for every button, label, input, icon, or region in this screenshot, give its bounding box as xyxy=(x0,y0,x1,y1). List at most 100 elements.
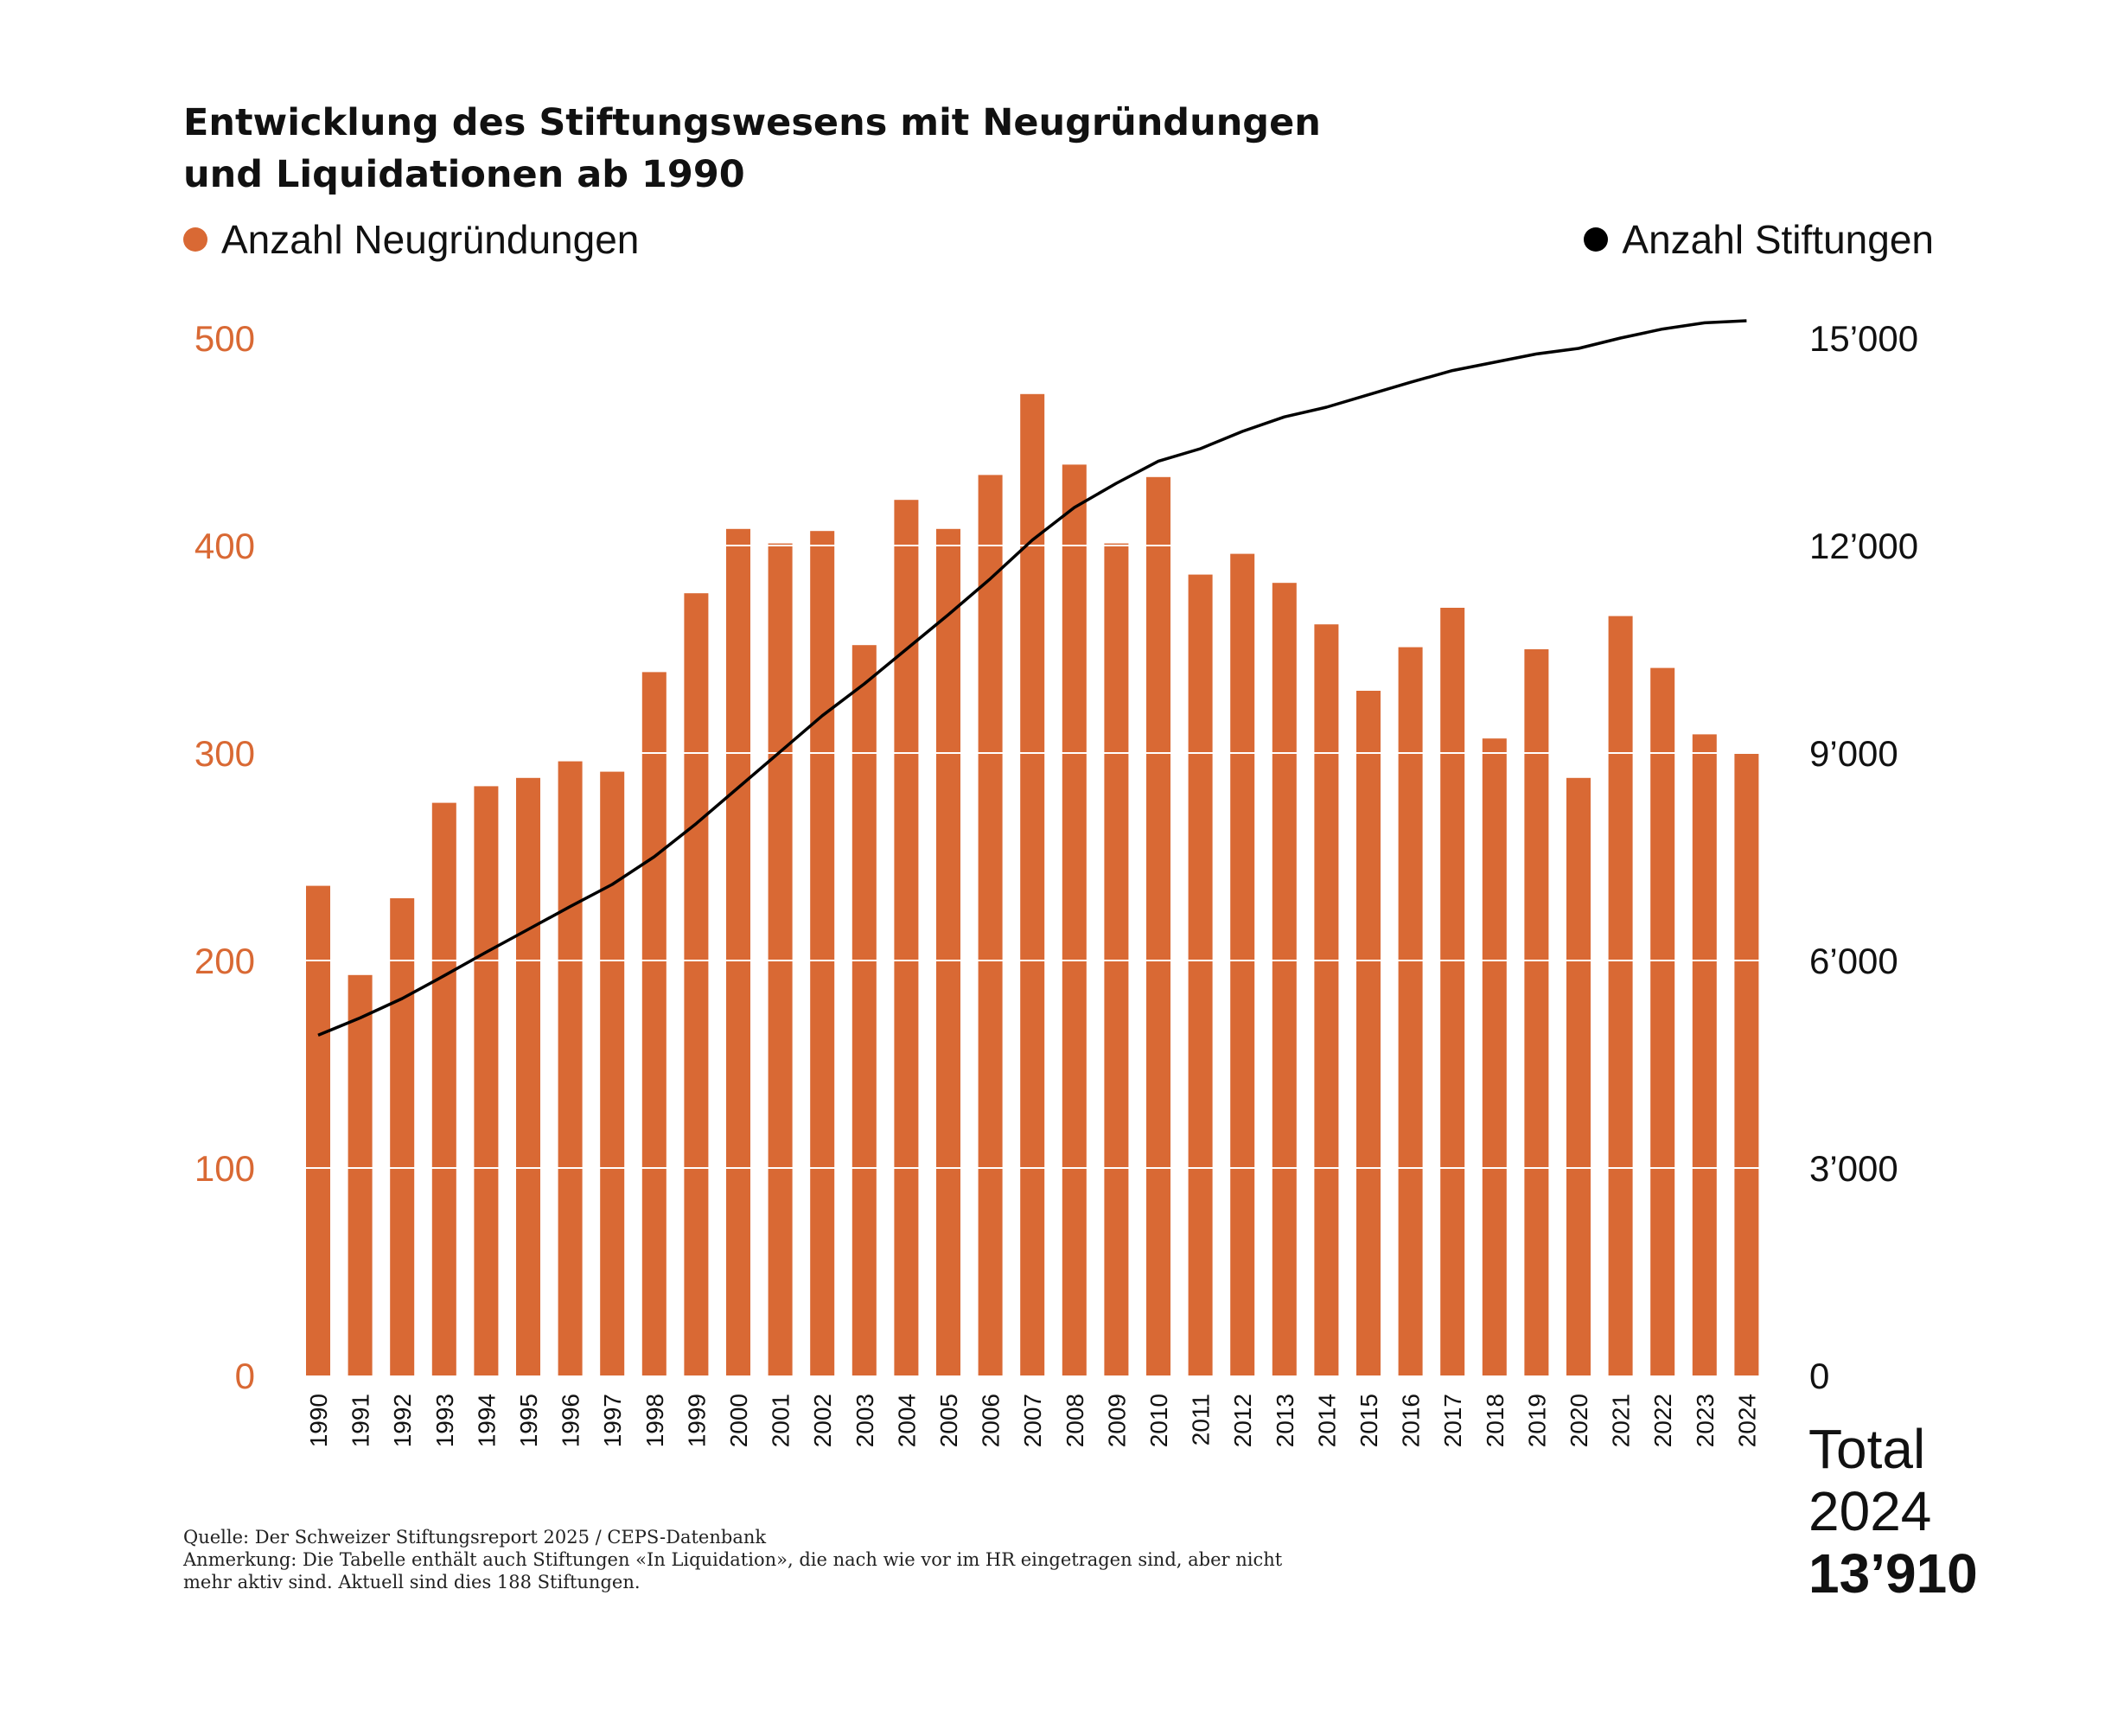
bar-1990 xyxy=(306,885,330,1375)
x-tick-label: 2007 xyxy=(1019,1394,1046,1447)
x-tick-label: 2020 xyxy=(1566,1394,1592,1447)
legend-line-label: Anzahl Stiftungen xyxy=(1622,217,1934,262)
x-tick-label: 1998 xyxy=(641,1394,668,1447)
x-tick-label: 2014 xyxy=(1313,1394,1340,1447)
x-tick-label: 2022 xyxy=(1649,1394,1676,1447)
x-tick-label: 1993 xyxy=(431,1394,458,1447)
x-tick-label: 2024 xyxy=(1733,1394,1760,1447)
right-tick-label: 12’000 xyxy=(1809,526,1918,566)
x-tick-label: 2002 xyxy=(809,1394,836,1447)
x-tick-label: 2008 xyxy=(1062,1394,1088,1447)
legend-line-swatch xyxy=(1584,227,1609,252)
bar-2011 xyxy=(1188,574,1213,1375)
left-tick-label: 200 xyxy=(195,941,255,981)
bar-2000 xyxy=(726,528,750,1375)
left-tick-label: 0 xyxy=(235,1356,255,1396)
notes: Quelle: Der Schweizer Stiftungsreport 20… xyxy=(183,1526,1307,1593)
bar-1999 xyxy=(684,593,709,1375)
bar-2008 xyxy=(1062,464,1087,1375)
left-tick-label: 100 xyxy=(195,1148,255,1189)
total-label: Total xyxy=(1808,1418,1926,1480)
bar-2009 xyxy=(1104,543,1129,1375)
bar-2002 xyxy=(810,531,835,1375)
x-tick-label: 2010 xyxy=(1145,1394,1172,1447)
right-tick-label: 9’000 xyxy=(1809,733,1898,774)
x-tick-label: 1999 xyxy=(683,1394,710,1447)
bar-2020 xyxy=(1566,777,1591,1375)
x-tick-label: 2013 xyxy=(1272,1394,1298,1447)
chart-title: Entwicklung des Stiftungswesens mit Neug… xyxy=(183,97,1321,201)
x-tick-label: 2001 xyxy=(768,1394,794,1447)
bar-2012 xyxy=(1230,553,1255,1375)
bar-2010 xyxy=(1146,476,1170,1375)
bar-2015 xyxy=(1356,691,1381,1375)
bar-1996 xyxy=(558,761,583,1375)
bar-1994 xyxy=(474,786,499,1375)
x-tick-label: 2004 xyxy=(893,1394,920,1447)
source-text: Quelle: Der Schweizer Stiftungsreport 20… xyxy=(183,1527,767,1548)
x-tick-label: 2009 xyxy=(1103,1394,1130,1447)
x-tick-label: 2015 xyxy=(1355,1394,1382,1447)
bar-2014 xyxy=(1314,624,1339,1375)
bar-1993 xyxy=(431,802,456,1375)
bar-2006 xyxy=(978,475,1003,1375)
bar-2017 xyxy=(1440,608,1465,1375)
x-tick-label: 2023 xyxy=(1692,1394,1719,1447)
x-tick-label: 2005 xyxy=(935,1394,962,1447)
bar-1992 xyxy=(390,898,415,1375)
right-tick-label: 15’000 xyxy=(1809,318,1918,359)
bar-1997 xyxy=(600,771,625,1375)
bar-2005 xyxy=(936,528,960,1375)
x-tick-label: 2018 xyxy=(1482,1394,1508,1447)
line-series-stiftungen xyxy=(317,319,1747,1037)
bar-1995 xyxy=(516,777,540,1375)
bar-2004 xyxy=(894,500,919,1375)
bar-2013 xyxy=(1272,583,1297,1375)
total-box: Total 2024 13’910 xyxy=(1808,1418,1978,1605)
right-tick-label: 0 xyxy=(1809,1356,1829,1396)
x-tick-label: 1995 xyxy=(515,1394,542,1447)
bar-2001 xyxy=(768,543,793,1375)
x-tick-label: 2021 xyxy=(1608,1394,1635,1447)
bar-2024 xyxy=(1734,753,1759,1375)
x-tick-label: 1996 xyxy=(558,1394,584,1447)
x-tick-label: 1994 xyxy=(473,1394,500,1447)
bar-2021 xyxy=(1608,616,1633,1375)
x-tick-label: 1992 xyxy=(389,1394,416,1447)
x-tick-label: 2017 xyxy=(1439,1394,1466,1447)
x-tick-label: 2003 xyxy=(852,1394,878,1447)
x-tick-label: 2012 xyxy=(1229,1394,1256,1447)
bar-2003 xyxy=(852,645,877,1375)
left-tick-label: 400 xyxy=(195,526,255,566)
total-value: 13’910 xyxy=(1808,1542,1978,1605)
x-tick-label: 1991 xyxy=(348,1394,374,1447)
right-tick-label: 6’000 xyxy=(1809,941,1898,981)
legend-bars-swatch xyxy=(183,227,207,252)
x-tick-label: 1990 xyxy=(305,1394,332,1447)
bar-2016 xyxy=(1398,647,1423,1375)
total-year: 2024 xyxy=(1808,1480,1932,1542)
x-tick-label: 2006 xyxy=(978,1394,1005,1447)
x-tick-label: 1997 xyxy=(599,1394,626,1447)
left-tick-label: 500 xyxy=(195,318,255,359)
left-tick-label: 300 xyxy=(195,733,255,774)
legend-bars: Anzahl Neugründungen xyxy=(183,216,639,263)
chart-title-line1: Entwicklung des Stiftungswesens mit Neug… xyxy=(183,101,1321,144)
right-tick-label: 3’000 xyxy=(1809,1148,1898,1189)
note-line2: mehr aktiv sind. Aktuell sind dies 188 S… xyxy=(183,1572,641,1592)
bar-1998 xyxy=(641,672,667,1375)
bar-2018 xyxy=(1482,738,1507,1375)
bar-2023 xyxy=(1692,734,1717,1375)
x-tick-label: 2011 xyxy=(1188,1394,1215,1446)
bar-2022 xyxy=(1650,667,1675,1375)
x-tick-label: 2019 xyxy=(1523,1394,1550,1447)
legend-bars-label: Anzahl Neugründungen xyxy=(221,217,640,262)
bar-1991 xyxy=(348,974,373,1375)
bar-2007 xyxy=(1020,393,1045,1375)
x-tick-label: 2000 xyxy=(725,1394,752,1447)
x-tick-label: 2016 xyxy=(1398,1394,1425,1447)
legend-line: Anzahl Stiftungen xyxy=(1584,216,1934,263)
chart-title-line2: und Liquidationen ab 1990 xyxy=(183,153,745,196)
note-line1: Anmerkung: Die Tabelle enthält auch Stif… xyxy=(183,1549,1283,1570)
